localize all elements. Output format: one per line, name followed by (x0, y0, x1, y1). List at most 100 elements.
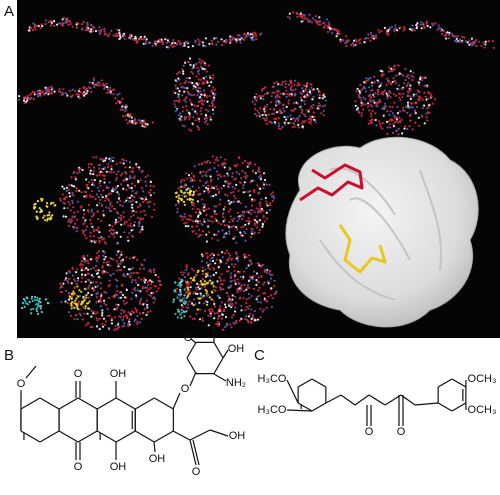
atom-dot (185, 172, 188, 175)
atom-dot (393, 28, 396, 31)
atom-dot (234, 251, 237, 254)
atom-dot (311, 115, 314, 118)
atom-dot (127, 224, 130, 227)
atom-dot (119, 203, 122, 207)
atom-dot (201, 223, 204, 226)
atom-dot (243, 256, 246, 259)
atom-dot (39, 301, 42, 304)
atom-dot (125, 178, 129, 181)
atom-dot (66, 207, 69, 210)
atom-dot (318, 96, 321, 100)
atom-dot (98, 241, 101, 244)
atom-dot (100, 158, 103, 161)
atom-dot (431, 102, 434, 105)
atom-dot (312, 103, 315, 107)
atom-dot (173, 290, 176, 293)
atom-dot (262, 308, 265, 311)
atom-dot (244, 172, 247, 175)
atom-dot (268, 202, 272, 205)
atom-dot (453, 35, 456, 38)
atom-dot (244, 308, 247, 311)
atom-dot (371, 105, 374, 108)
bond (340, 394, 356, 406)
atom-dot (415, 27, 418, 30)
atom-dot (102, 158, 105, 161)
bond (115, 397, 136, 410)
atom-dot (240, 317, 243, 320)
atom-dot (388, 126, 391, 129)
atom-dot (254, 35, 258, 38)
atom-dot (119, 218, 123, 222)
atom-dot (292, 109, 295, 112)
atom-dot (154, 42, 157, 45)
atom-dot (120, 174, 123, 177)
atom-dot (110, 322, 114, 325)
atom-dot (203, 160, 206, 164)
atom-dot (235, 171, 238, 174)
atom-dot (367, 122, 370, 125)
atom-dot (180, 85, 184, 88)
atom-dot (22, 99, 26, 102)
atom-dot (87, 166, 90, 169)
atom-dot (218, 286, 221, 289)
atom-dot (263, 297, 266, 300)
atom-dot (299, 12, 302, 15)
atom-dot (150, 294, 153, 297)
atom-dot (215, 205, 218, 208)
atom-dot (94, 198, 97, 201)
atom-dot (182, 271, 185, 274)
atom-dot (187, 45, 190, 49)
atom-dot (133, 195, 136, 198)
atom-dot (196, 207, 199, 211)
atom-dot (241, 234, 244, 237)
atom-dot (235, 226, 238, 229)
atom-dot (84, 228, 87, 231)
atom-dot (256, 300, 259, 303)
atom-dot (231, 304, 234, 307)
atom-dot (386, 126, 389, 129)
atom-dot (239, 296, 242, 299)
atom-dot (90, 293, 93, 297)
atom-dot (187, 225, 190, 228)
atom-dot (124, 109, 127, 113)
atom-dot (143, 281, 146, 284)
atom-dot (115, 102, 118, 105)
atom-dot (179, 285, 182, 288)
atom-dot (194, 286, 197, 289)
atom-dot (205, 186, 208, 189)
atom-dot (133, 256, 136, 259)
atom-dot (367, 77, 370, 80)
atom-dot (79, 314, 82, 317)
atom-dot (195, 288, 198, 291)
atom-dot (365, 77, 368, 80)
atom-dot (393, 121, 397, 124)
atom-dot (378, 120, 381, 123)
atom-dot (66, 17, 69, 20)
atom-dot (191, 81, 194, 85)
atom-dot (303, 95, 306, 98)
atom-dot (141, 119, 144, 122)
atom-dot (395, 119, 398, 122)
atom-dot (205, 213, 208, 217)
atom-dot (271, 91, 274, 94)
atom-dot (140, 38, 144, 41)
atom-dot (68, 292, 71, 295)
atom-dot (95, 281, 98, 284)
atom-dot (81, 229, 84, 232)
atom-dot (147, 288, 150, 291)
atom-dot (110, 168, 113, 171)
atom-dot (45, 202, 49, 205)
atom-dot (181, 68, 184, 71)
atom-dot (92, 267, 95, 270)
atom-dot (207, 64, 210, 67)
atom-dot (386, 79, 389, 82)
atom-dot (292, 11, 295, 14)
atom-dot (33, 207, 36, 210)
atom-dot (256, 280, 259, 283)
atom-dot (46, 219, 49, 222)
atom-dot (172, 300, 175, 304)
atom-dot (104, 33, 108, 36)
atom-dot (84, 28, 87, 32)
atom-dot (224, 325, 227, 328)
atom-dot (75, 302, 78, 305)
